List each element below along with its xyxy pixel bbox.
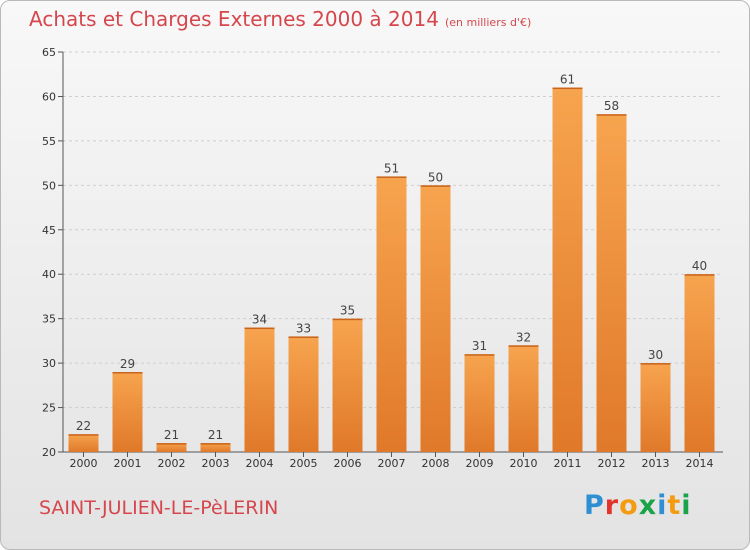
data-label: 50: [428, 170, 443, 184]
data-label: 32: [516, 330, 531, 344]
bar: [640, 363, 671, 452]
bar-top-edge: [68, 434, 99, 436]
x-tick-label: 2010: [510, 457, 538, 470]
data-label: 22: [76, 419, 91, 433]
x-tick-label: 2012: [598, 457, 626, 470]
y-tick-label: 35: [42, 313, 56, 326]
bar: [420, 185, 451, 453]
bar-top-edge: [200, 443, 231, 445]
bar-top-edge: [332, 318, 363, 321]
bars: [68, 87, 715, 453]
y-tick-label: 30: [42, 357, 56, 370]
bar-top-edge: [464, 354, 495, 356]
x-tick-label: 2014: [686, 457, 714, 470]
bar-top-edge: [244, 327, 275, 330]
y-tick-label: 55: [42, 135, 56, 148]
bar-top-edge: [640, 363, 671, 365]
data-label: 33: [296, 321, 311, 335]
data-label: 35: [340, 304, 355, 318]
logo-letter: i: [657, 490, 668, 521]
town-name: SAINT-JULIEN-LE-PèLERIN: [39, 497, 279, 519]
logo-letter: x: [638, 490, 658, 521]
data-label: 31: [472, 339, 487, 353]
bar-top-edge: [596, 114, 627, 116]
bar-top-edge: [420, 185, 451, 187]
bar: [552, 87, 583, 453]
x-tick-label: 2009: [466, 457, 494, 470]
x-tick-label: 2003: [202, 457, 230, 470]
bar-top-edge: [156, 443, 187, 445]
bar-top-edge: [684, 274, 715, 276]
x-tick-label: 2006: [334, 457, 362, 470]
data-label: 40: [692, 259, 707, 273]
data-label: 58: [604, 99, 619, 113]
data-label: 21: [164, 428, 179, 442]
logo-letter: t: [667, 490, 682, 521]
x-tick-label: 2002: [158, 457, 186, 470]
bar-top-edge: [376, 176, 407, 178]
bar-top-edge: [508, 345, 539, 347]
data-label: 30: [648, 348, 663, 362]
logo-letter: P: [584, 490, 605, 521]
y-tick-label: 25: [42, 402, 56, 415]
bar: [376, 176, 407, 452]
chart-title: Achats et Charges Externes 2000 à 2014 (e…: [29, 7, 532, 31]
bar: [200, 443, 231, 452]
data-label: 61: [560, 73, 575, 87]
x-tick-label: 2008: [422, 457, 450, 470]
x-tick-label: 2004: [246, 457, 274, 470]
bar: [464, 354, 495, 452]
bar-top-edge: [288, 336, 319, 338]
logo-letter: i: [681, 490, 692, 521]
x-tick-label: 2011: [554, 457, 582, 470]
bar-top-edge: [112, 372, 143, 374]
x-tick-label: 2005: [290, 457, 318, 470]
bar: [508, 345, 539, 452]
y-tick-label: 50: [42, 179, 56, 192]
proxiti-logo[interactable]: Proxiti: [584, 490, 692, 521]
y-tick-label: 40: [42, 268, 56, 281]
y-tick-label: 20: [42, 446, 56, 459]
x-tick-label: 2000: [70, 457, 98, 470]
logo-letter: r: [604, 490, 620, 521]
x-tick-label: 2001: [114, 457, 142, 470]
bar: [68, 434, 99, 452]
bar: [112, 372, 143, 452]
y-tick-label: 65: [42, 46, 56, 59]
bar: [332, 318, 363, 452]
bar: [596, 114, 627, 452]
x-tick-label: 2013: [642, 457, 670, 470]
y-tick-label: 60: [42, 90, 56, 103]
bar: [288, 336, 319, 452]
bar: [684, 274, 715, 452]
data-label: 29: [120, 357, 135, 371]
y-tick-label: 45: [42, 224, 56, 237]
data-label: 34: [252, 313, 267, 327]
x-tick-label: 2007: [378, 457, 406, 470]
labels: 22 29 21 21 34 33 35 51 50 31 32 61 58 30 40: [76, 73, 707, 443]
bar: [244, 327, 275, 452]
data-label: 21: [208, 428, 223, 442]
bar-top-edge: [552, 87, 583, 90]
bar: [156, 443, 187, 452]
logo-letter: o: [619, 490, 639, 521]
data-label: 51: [384, 161, 399, 175]
axes: 20 25 30 35 40 45 50 55 60 65 2000 2001 2002 2003 2004…: [42, 46, 723, 470]
chart-subtitle: (en milliers d'€): [444, 16, 532, 29]
